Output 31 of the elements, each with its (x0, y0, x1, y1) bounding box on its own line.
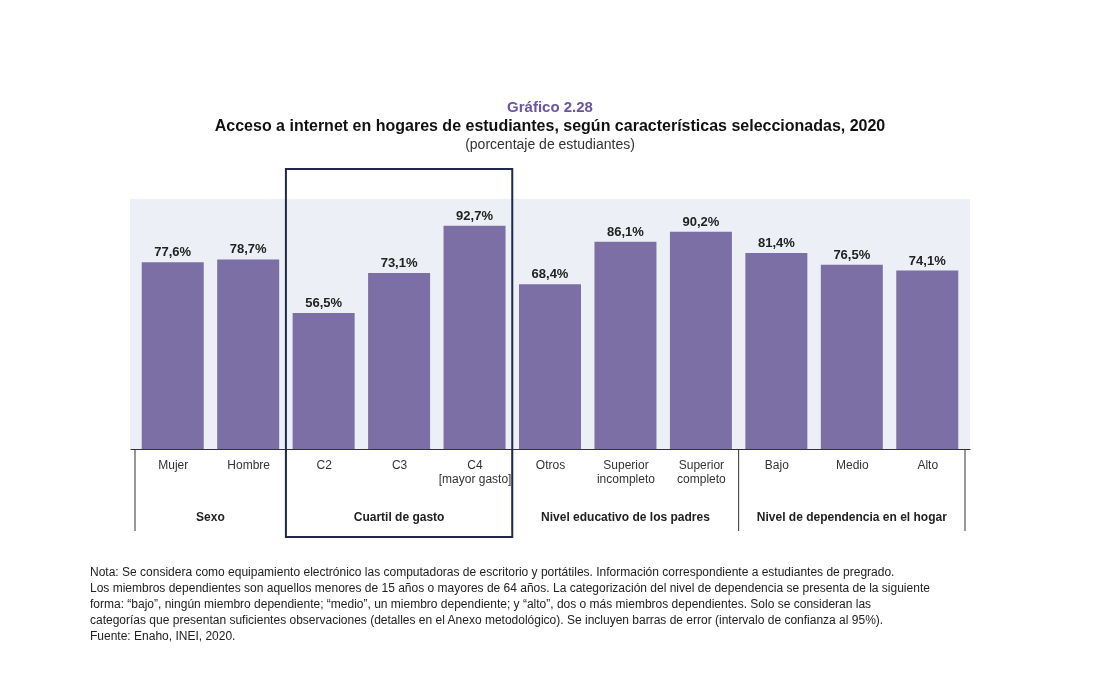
x-tick-label: Bajo (764, 457, 790, 472)
data-label: 81,4% (757, 235, 796, 250)
data-label: 77,6% (154, 244, 192, 260)
data-label: 73,1% (380, 254, 418, 270)
data-label: 92,7% (456, 207, 494, 223)
chart-subtitle: (porcentaje de estudiantes) (465, 136, 635, 152)
text: Nivel de dependencia en el hogar (756, 510, 948, 524)
x-tick-label: C4 [mayor gasto] (438, 457, 512, 486)
data-label: 74,1% (908, 252, 947, 268)
text: Nivel educativo de los padres (541, 510, 711, 524)
x-tick-label: C2 (316, 457, 333, 472)
x-tick-label: Mujer (158, 457, 189, 472)
data-label: 90,2% (682, 213, 720, 229)
text: Nota: Se considera como equipamiento electrónico las computadoras de escritorio y portátiles. Información correspondiente a estudiantes de pregrado. Los miembros dependientes son aquellos menores de 15 años o mayores de 64 años. La categorización del nivel de dependencia se presenta de la siguiente forma: “bajo”, ningún miembro dependiente; “medio”, un miembro dependiente; y “alto”, dos o más miembros dependientes. Solo se consideran las categorías que presentan suficientes observaciones (detalles en el Anexo metodológico). Se incluyen barras de error (intervalo de confianza al 95%). (90, 565, 931, 627)
data-label: 76,5% (833, 246, 871, 262)
x-tick-label: Medio (835, 457, 869, 472)
data-label: 68,4% (531, 266, 569, 282)
data-label: 86,1% (607, 223, 645, 239)
x-tick-label: C3 (391, 457, 408, 472)
x-tick-label: Superior incompleto (596, 457, 656, 486)
source-note: Fuente: Enaho, INEI, 2020. (90, 629, 236, 643)
chart-title: Acceso a internet en hogares de estudiantes, según características seleccionadas, 2020 (214, 117, 886, 134)
x-tick-label: Alto (917, 457, 939, 472)
x-tick-label: Otros (535, 457, 566, 472)
text: Cuartil de gasto (353, 510, 445, 524)
text: Sexo (196, 510, 225, 524)
data-label: 78,7% (229, 241, 268, 257)
text: Gráfico 2.28 (507, 98, 593, 115)
x-tick-label: Hombre (227, 457, 271, 472)
data-label: 56,5% (305, 294, 343, 310)
x-tick-label: Superior completo (677, 457, 727, 486)
